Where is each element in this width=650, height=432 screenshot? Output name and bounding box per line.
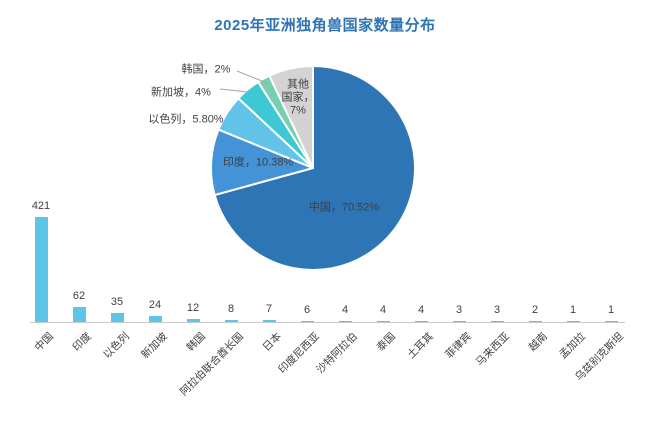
bar-value-label: 1 [569,304,577,317]
bar-value-label: 4 [341,304,349,316]
bar-value-label: 4 [379,304,387,316]
bar-value-label: 8 [227,303,235,315]
pie-label-india: 印度，10.38% [222,156,294,169]
bar-value-label: 3 [493,304,501,317]
bar-value-label: 4 [417,304,425,316]
bar-3 [148,316,162,322]
bar-2 [110,313,124,322]
bar-9 [376,321,390,322]
bar-8 [338,321,352,322]
bar-6 [262,320,276,322]
bar-value-label: 2 [531,304,539,317]
x-axis-line [30,322,625,323]
pie-slice-others [268,65,314,169]
pie-slice-china [213,65,417,271]
pie-label-korea: 韩国，2% [181,63,231,76]
bar-value-label: 1 [607,304,615,317]
pie-chart: 中国，70.52% 印度，10.38% 以色列，5.80% 新加坡，4% 韩国，2% 其他… [148,63,417,271]
pie-label-others: 其他 国家， 7% [281,78,315,117]
bar-13 [528,321,542,322]
bar-11 [452,321,466,322]
bar-5 [224,320,238,322]
bar-4 [186,319,200,322]
chart-title: 2025年亚洲独角兽国家数量分布 [214,17,436,34]
bar-value-label: 421 [31,200,51,212]
pie-leader-line-korea [236,70,268,84]
pie-label-israel: 以色列，5.80% [148,113,224,126]
bar-7 [300,320,314,322]
pie-leader-line-singapore [219,88,249,93]
bar-value-label: 6 [303,303,311,316]
bar-value-label: 3 [455,304,463,317]
bar-10 [414,321,428,322]
bar-0 [34,217,48,322]
pie-label-china: 中国，70.52% [308,201,380,214]
bar-value-label: 62 [72,289,86,302]
pie-label-singapore: 新加坡，4% [151,86,211,99]
bar-1 [72,306,86,322]
bar-15 [604,321,618,322]
bar-value-label: 7 [265,303,273,316]
pie-chart-svg [210,65,417,271]
bar-value-label: 35 [110,296,124,309]
bar-12 [490,321,504,322]
bar-14 [566,321,580,322]
bar-value-label: 24 [148,299,162,311]
bar-value-label: 12 [186,302,200,314]
